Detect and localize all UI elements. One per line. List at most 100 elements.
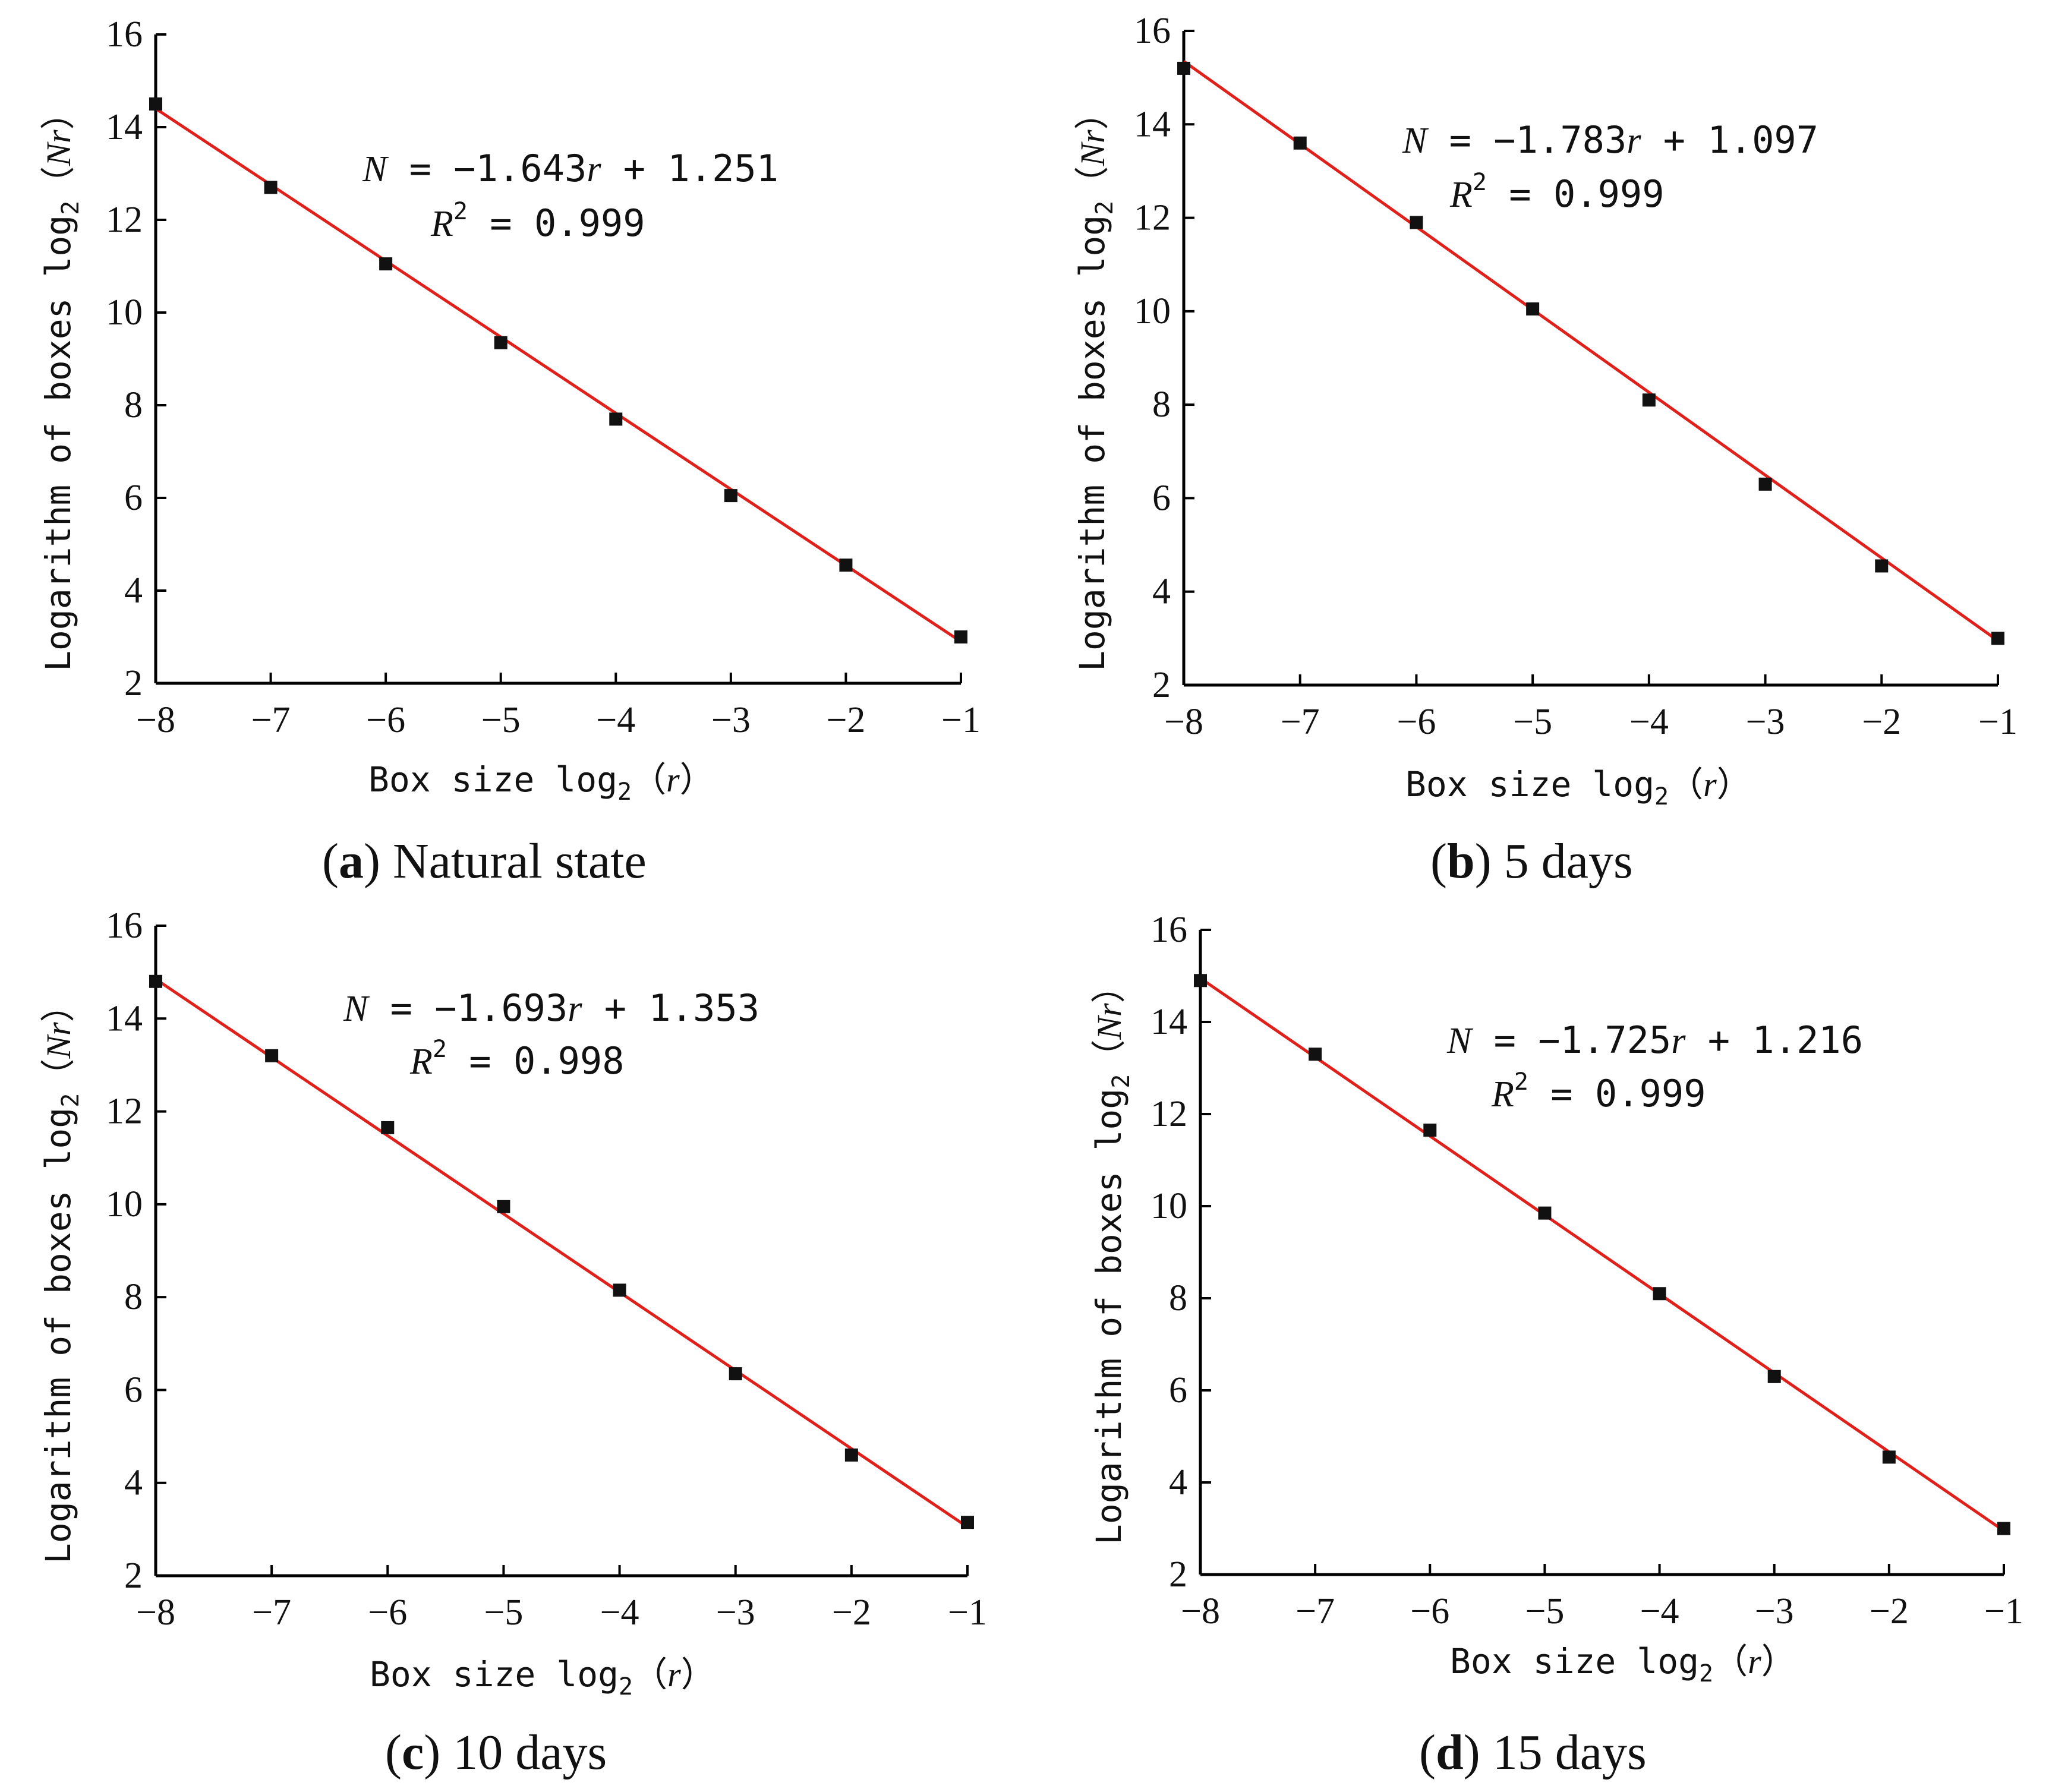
- y-tick-label-c: 8: [124, 1277, 143, 1317]
- data-point-b: [1293, 136, 1307, 150]
- x-tick-label-c: −1: [948, 1592, 987, 1633]
- y-tick-label-d: 16: [1150, 910, 1187, 950]
- data-point-c: [149, 974, 162, 988]
- x-tick-label-d: −6: [1410, 1591, 1449, 1632]
- data-point-b: [1410, 216, 1423, 229]
- y-axis-label-d: Logarithm of boxes log2（Nr）: [1089, 968, 1135, 1545]
- y-axis-label-c: Logarithm of boxes log2（Nr）: [38, 988, 84, 1564]
- equation-b: N = −1.783r + 1.097: [1402, 118, 1818, 162]
- y-tick-label-c: 4: [124, 1463, 143, 1503]
- equation-c: N = −1.693r + 1.353: [343, 986, 759, 1030]
- x-tick-label-b: −4: [1629, 702, 1669, 742]
- equation-d: N = −1.725r + 1.216: [1446, 1018, 1863, 1062]
- data-point-c: [265, 1049, 279, 1062]
- x-axis-label-b: Box size log2（r）: [1405, 764, 1751, 810]
- data-point-a: [149, 97, 162, 111]
- y-tick-label-b: 6: [1152, 478, 1171, 518]
- data-point-b: [1526, 302, 1540, 316]
- x-tick-label-b: −7: [1281, 702, 1320, 742]
- y-tick-label-d: 14: [1150, 1002, 1187, 1042]
- y-tick-label-c: 6: [124, 1370, 143, 1410]
- caption-d: (d) 15 days: [1419, 1725, 1647, 1780]
- y-tick-label-b: 16: [1134, 11, 1171, 51]
- x-tick-label-b: −2: [1862, 702, 1901, 742]
- y-tick-label-b: 14: [1134, 104, 1171, 144]
- data-point-b: [1991, 632, 2004, 645]
- r-squared-a: R2 = 0.999: [430, 198, 645, 245]
- y-axis-label-b: Logarithm of boxes log2（Nr）: [1072, 95, 1118, 671]
- data-point-c: [961, 1516, 974, 1529]
- y-axis-label-a: Logarithm of boxes log2（Nr）: [38, 95, 84, 671]
- y-tick-label-c: 10: [106, 1184, 143, 1225]
- data-point-c: [729, 1367, 742, 1381]
- y-tick-label-b: 8: [1152, 384, 1171, 425]
- x-tick-label-a: −1: [941, 700, 981, 740]
- data-point-d: [1882, 1450, 1896, 1464]
- y-tick-label-b: 4: [1152, 572, 1171, 612]
- x-tick-label-a: −5: [481, 700, 521, 740]
- fit-line-a: [155, 107, 962, 643]
- data-point-d: [1767, 1370, 1781, 1383]
- x-tick-label-d: −8: [1181, 1591, 1220, 1632]
- y-tick-label-d: 10: [1150, 1186, 1187, 1226]
- y-tick-label-b: 12: [1134, 198, 1171, 238]
- x-tick-label-a: −4: [596, 700, 635, 740]
- x-tick-label-d: −7: [1295, 1591, 1335, 1632]
- y-tick-label-d: 6: [1169, 1370, 1187, 1411]
- y-tick-label-c: 12: [106, 1091, 143, 1132]
- data-point-d: [1423, 1124, 1437, 1137]
- y-tick-label-c: 2: [124, 1556, 143, 1596]
- caption-a: (a) Natural state: [322, 834, 647, 889]
- y-tick-label-a: 10: [106, 292, 143, 333]
- x-tick-label-a: −2: [826, 700, 865, 740]
- data-point-b: [1642, 393, 1656, 407]
- x-tick-label-d: −2: [1870, 1591, 1909, 1632]
- data-point-a: [264, 181, 278, 194]
- plot-c: −8 −7 −6 −5 −4 −3 −2 −1 2 4 6 8 10 12 14 16: [106, 906, 987, 1633]
- y-tick-label-b: 10: [1134, 291, 1171, 332]
- data-point-c: [497, 1200, 510, 1213]
- data-point-d: [1538, 1206, 1552, 1220]
- panel-b: −8 −7 −6 −5 −4 −3 −2 −1 2 4 6 8 10 12 14 16 N = −1.783r…: [1072, 11, 2018, 889]
- x-tick-label-c: −6: [368, 1592, 407, 1633]
- data-point-c: [844, 1448, 858, 1462]
- y-tick-label-c: 14: [106, 998, 143, 1039]
- y-tick-label-a: 12: [106, 200, 143, 240]
- data-point-a: [954, 630, 967, 643]
- y-tick-label-a: 6: [124, 478, 143, 518]
- r-squared-c: R2 = 0.998: [409, 1036, 625, 1083]
- y-tick-label-a: 2: [124, 663, 143, 703]
- y-tick-label-d: 2: [1169, 1554, 1187, 1595]
- data-point-d: [1194, 974, 1207, 988]
- data-point-b: [1177, 61, 1190, 75]
- y-tick-label-a: 14: [106, 107, 143, 147]
- x-tick-label-a: −7: [251, 700, 291, 740]
- r-squared-d: R2 = 0.999: [1491, 1068, 1706, 1115]
- panel-c: −8 −7 −6 −5 −4 −3 −2 −1 2 4 6 8 10 12 14 16 N = −1.693r…: [38, 906, 987, 1780]
- x-tick-label-d: −3: [1755, 1591, 1794, 1632]
- x-axis-label-a: Box size log2（r）: [368, 759, 714, 806]
- x-axis-label-c: Box size log2（r）: [370, 1654, 715, 1700]
- y-tick-label-d: 4: [1169, 1462, 1187, 1503]
- plot-b: −8 −7 −6 −5 −4 −3 −2 −1 2 4 6 8 10 12 14 16: [1134, 11, 2018, 742]
- x-tick-label-c: −7: [252, 1592, 291, 1633]
- r-squared-b: R2 = 0.999: [1449, 169, 1665, 216]
- data-point-d: [1309, 1048, 1322, 1061]
- x-tick-label-a: −6: [366, 700, 405, 740]
- x-tick-label-b: −6: [1397, 702, 1436, 742]
- panel-d: −8 −7 −6 −5 −4 −3 −2 −1 2 4 6 8 10 12 14 16 N = −1.725r…: [1089, 910, 2023, 1780]
- x-tick-label-b: −8: [1164, 702, 1203, 742]
- y-tick-label-b: 2: [1152, 665, 1171, 705]
- x-tick-label-d: −4: [1640, 1591, 1679, 1632]
- data-point-a: [379, 257, 393, 271]
- fit-line-d: [1199, 977, 2005, 1532]
- x-tick-label-b: −3: [1746, 702, 1785, 742]
- fit-line-c: [155, 977, 969, 1529]
- x-tick-label-c: −2: [832, 1592, 871, 1633]
- panel-a: −8 −7 −6 −5 −4 −3 −2 −1 2 4 6 8 10 12 14 16 N = −1.643r…: [38, 14, 981, 889]
- plot-a: −8 −7 −6 −5 −4 −3 −2 −1 2 4 6 8 10 12 14 16: [106, 14, 981, 740]
- caption-b: (b) 5 days: [1430, 834, 1633, 889]
- caption-c: (c) 10 days: [385, 1725, 607, 1780]
- data-point-b: [1758, 477, 1772, 491]
